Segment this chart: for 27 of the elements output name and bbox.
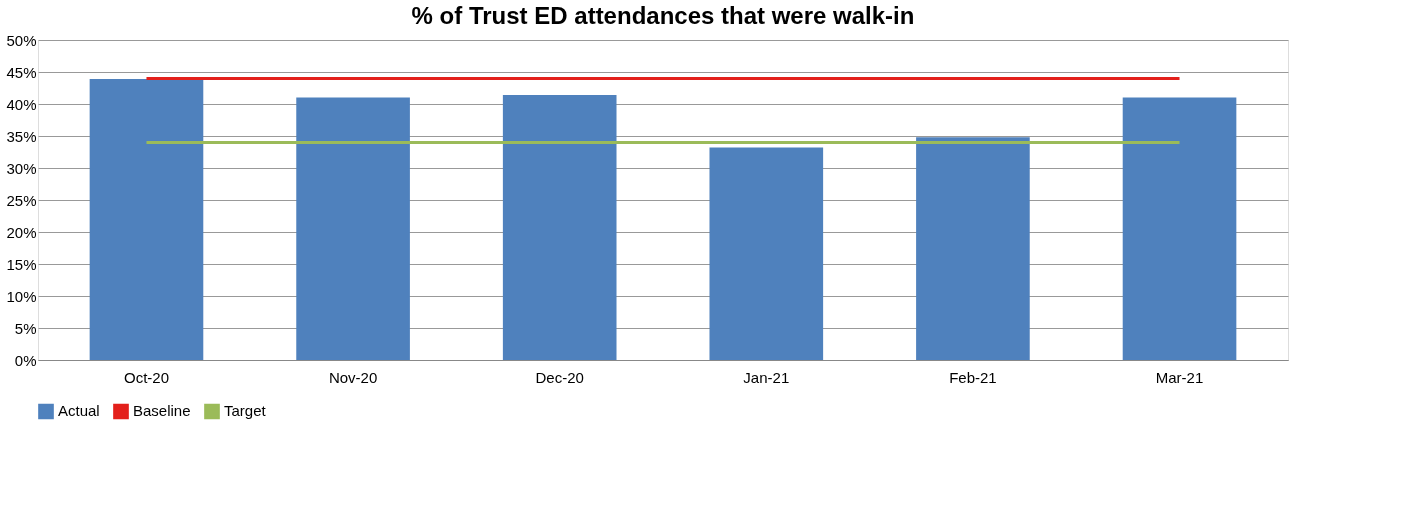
bar — [709, 147, 824, 360]
y-tick-label: 5% — [14, 319, 37, 337]
x-tick-label: Mar-21 — [1155, 368, 1204, 386]
y-tick-label: 35% — [6, 127, 37, 145]
chart-title: % of Trust ED attendances that were walk-in — [411, 2, 915, 29]
bar — [916, 137, 1030, 360]
x-tick-label: Feb-21 — [949, 368, 997, 386]
y-tick-label: 20% — [6, 223, 37, 241]
x-tick-label: Dec-20 — [535, 368, 584, 386]
y-tick-label: 25% — [6, 191, 37, 209]
legend-label: Target — [224, 402, 267, 420]
y-tick-label: 0% — [14, 351, 37, 369]
legend-label: Actual — [58, 402, 100, 420]
x-tick-label: Jan-21 — [743, 368, 790, 386]
y-tick-label: 30% — [6, 159, 37, 177]
y-tick-label: 50% — [6, 31, 37, 49]
x-tick-label: Oct-20 — [123, 368, 169, 386]
legend-label: Baseline — [133, 402, 191, 420]
y-tick-label: 40% — [6, 95, 37, 113]
bar — [89, 79, 204, 360]
bar — [1122, 97, 1237, 360]
y-tick-label: 10% — [6, 287, 37, 305]
x-tick-label: Nov-20 — [328, 368, 378, 386]
y-tick-label: 15% — [6, 255, 37, 273]
bar — [502, 95, 617, 360]
y-tick-label: 45% — [6, 63, 37, 81]
bar — [296, 97, 410, 360]
